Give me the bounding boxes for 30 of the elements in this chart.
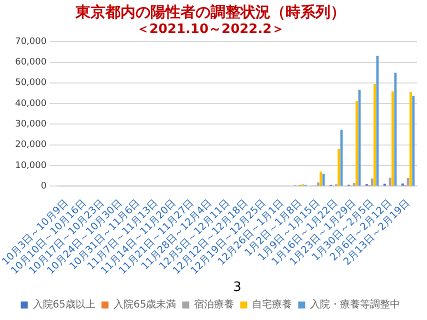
chart-subtitle: ＜2021.10～2022.2＞ bbox=[136, 22, 285, 38]
chart-title: 東京都内の陽性者の調整状況（時系列） bbox=[74, 2, 346, 21]
bar bbox=[352, 183, 356, 186]
bar bbox=[374, 84, 376, 186]
bar bbox=[322, 174, 325, 186]
y-tick-label: 0 bbox=[40, 182, 47, 192]
bar bbox=[394, 72, 397, 186]
legend-label: 入院65歳未満 bbox=[114, 298, 176, 311]
y-tick-label: 30,000 bbox=[15, 120, 47, 130]
bar bbox=[356, 101, 358, 186]
bar bbox=[410, 92, 412, 186]
y-tick-label: 40,000 bbox=[15, 98, 47, 109]
y-tick-label: 10,000 bbox=[15, 160, 47, 171]
legend-label: 自宅療養 bbox=[252, 298, 292, 311]
bar bbox=[338, 148, 340, 186]
legend-label: 入院・療養等調整中 bbox=[310, 298, 400, 311]
legend-label: 入院65歳以上 bbox=[32, 298, 96, 311]
bar bbox=[316, 182, 320, 186]
text: 3 bbox=[233, 280, 242, 295]
bar bbox=[392, 91, 394, 186]
bar bbox=[388, 178, 392, 186]
bar bbox=[370, 178, 374, 186]
y-tick-label: 50,000 bbox=[15, 78, 47, 88]
bar bbox=[401, 183, 404, 186]
y-tick-label: 20,000 bbox=[15, 140, 47, 150]
bar bbox=[412, 96, 415, 186]
y-tick-label: 60,000 bbox=[15, 58, 47, 68]
legend-label: 宿泊療養 bbox=[194, 298, 234, 311]
y-tick-label: 70,000 bbox=[15, 36, 47, 47]
bar bbox=[320, 172, 322, 186]
